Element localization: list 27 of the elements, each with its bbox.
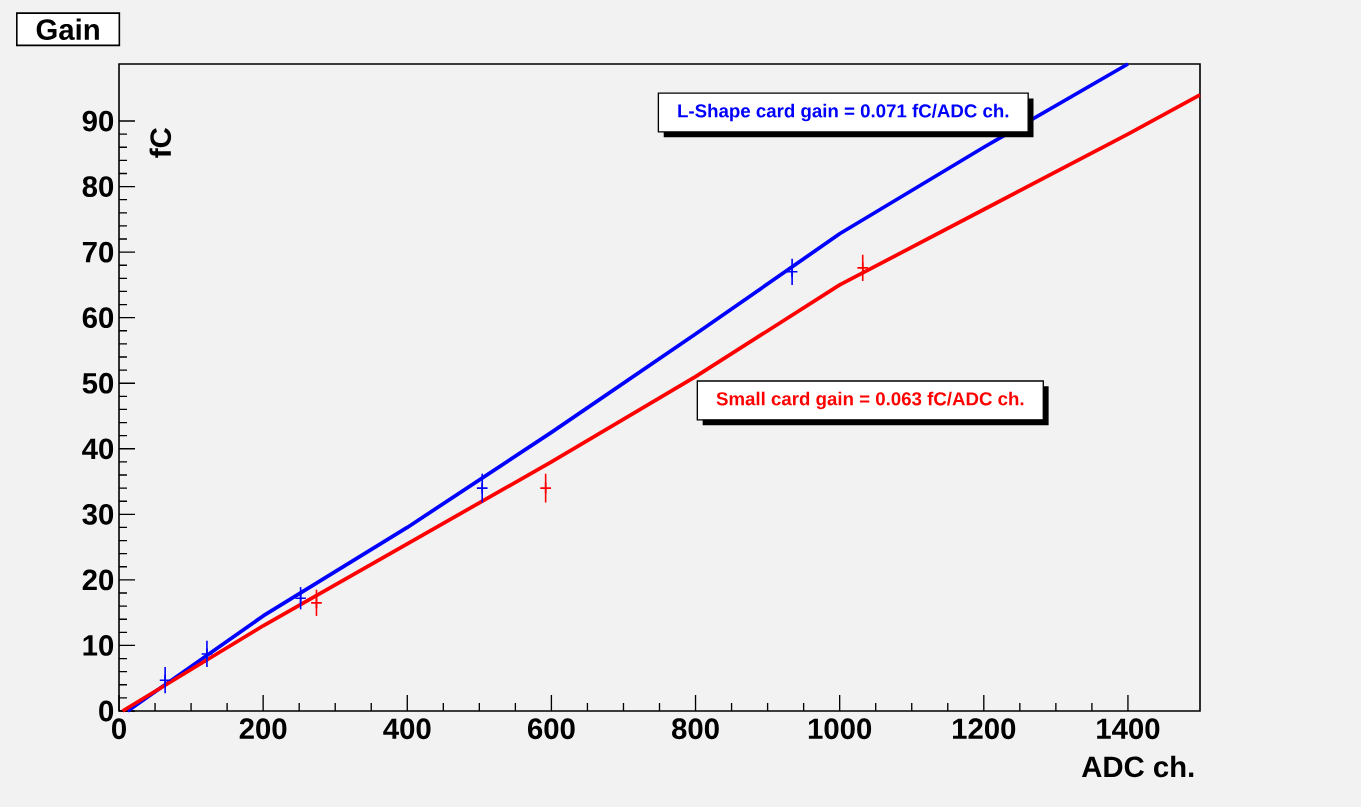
x-tick-label: 1000 <box>808 718 872 740</box>
y-axis-title: fC <box>149 127 172 158</box>
y-tick-label: 80 <box>82 176 114 197</box>
y-tick-label: 60 <box>82 307 114 329</box>
y-tick-label: 0 <box>99 700 114 722</box>
y-tick-label: 20 <box>82 569 114 591</box>
point <box>310 596 323 609</box>
x-tick-label: 1400 <box>1097 718 1160 740</box>
x-tick-label: 600 <box>528 718 575 740</box>
point <box>476 481 489 495</box>
series-label: Small card gain = 0.063 fC/ADC ch. <box>716 391 1024 410</box>
chart-title: Gain <box>36 18 99 41</box>
y-tick-label: 10 <box>83 635 114 656</box>
x-axis-title: ADC ch. <box>1081 755 1194 778</box>
point <box>200 647 214 661</box>
y-tick-label: 70 <box>82 241 114 263</box>
x-tick-label: 800 <box>672 718 719 740</box>
y-tick-label: 40 <box>82 438 114 460</box>
x-tick-label: 200 <box>239 718 287 740</box>
x-tick-label: 1200 <box>953 718 1016 740</box>
y-tick-label: 50 <box>82 372 114 394</box>
y-tick-label: 30 <box>82 503 114 525</box>
point <box>159 674 172 687</box>
y-tick-label: 90 <box>82 110 114 132</box>
point <box>539 481 552 495</box>
x-tick-label: 400 <box>383 718 431 740</box>
series-label: L-Shape card gain = 0.071 fC/ADC ch. <box>678 103 1009 122</box>
